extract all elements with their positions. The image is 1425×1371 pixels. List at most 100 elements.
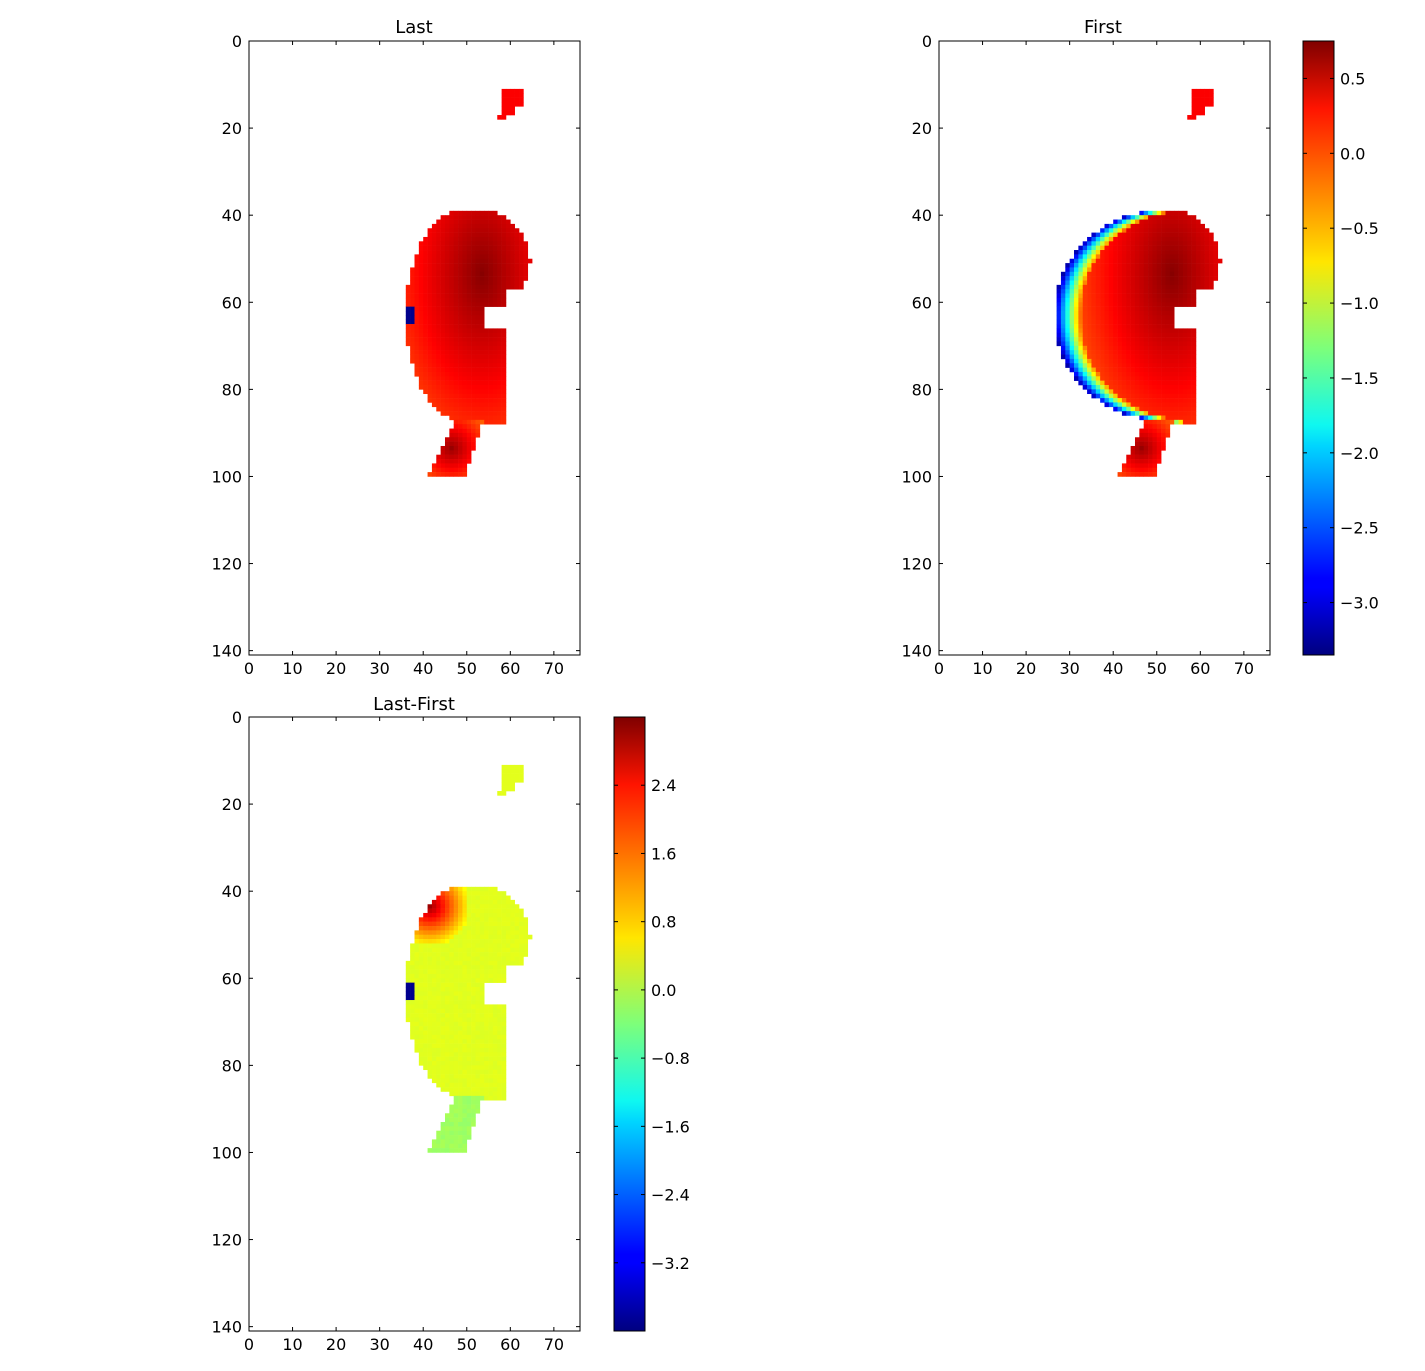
heatmap-cell	[1069, 350, 1075, 355]
heatmap-cell	[497, 341, 502, 347]
heatmap-cell	[1091, 310, 1097, 316]
heatmap-cell	[1191, 93, 1197, 98]
heatmap-cell	[427, 1021, 433, 1027]
heatmap-cell	[410, 952, 415, 957]
heatmap-cell	[1169, 250, 1175, 255]
heatmap-cell	[1165, 245, 1171, 251]
heatmap-cell	[1100, 367, 1105, 373]
heatmap-cell	[453, 358, 459, 364]
heatmap-cell	[479, 293, 485, 299]
heatmap-cell	[479, 402, 485, 408]
heatmap-cell	[1117, 223, 1123, 229]
heatmap-cell	[479, 886, 485, 892]
heatmap-cell	[497, 1008, 502, 1014]
heatmap-cell	[466, 973, 472, 979]
heatmap-cell	[1209, 254, 1214, 260]
heatmap-cell	[440, 467, 446, 473]
heatmap-cell	[431, 250, 437, 255]
heatmap-cell	[1174, 354, 1179, 360]
heatmap-cell	[1195, 106, 1201, 111]
heatmap-cell	[1143, 228, 1149, 233]
heatmap-cell	[462, 956, 468, 962]
heatmap-cell	[497, 385, 502, 390]
heatmap-cell	[505, 908, 511, 914]
heatmap-cell	[1121, 263, 1127, 268]
heatmap-cell	[484, 912, 489, 918]
heatmap-cell	[1148, 289, 1153, 294]
heatmap-cell	[1161, 254, 1166, 260]
heatmap-cell	[427, 1047, 433, 1053]
heatmap-cell	[492, 284, 498, 290]
heatmap-cell	[492, 947, 498, 953]
heatmap-cell	[492, 1039, 498, 1044]
heatmap-cell	[492, 389, 498, 395]
heatmap-cell	[462, 1091, 468, 1097]
heatmap-cell	[1113, 310, 1118, 316]
heatmap-cell	[440, 1087, 446, 1092]
heatmap-cell	[1091, 254, 1097, 260]
heatmap-cell	[466, 332, 472, 338]
heatmap-cell	[488, 245, 494, 251]
heatmap-cell	[1117, 389, 1123, 395]
heatmap-cell	[1182, 419, 1188, 425]
heatmap-cell	[1130, 406, 1136, 412]
heatmap-cell	[1134, 371, 1140, 377]
heatmap-cell	[414, 354, 420, 360]
heatmap-cell	[479, 1000, 485, 1005]
x-tick-label: 50	[1147, 659, 1167, 678]
heatmap-cell	[501, 223, 507, 229]
heatmap-cell	[505, 250, 511, 255]
heatmap-cell	[453, 1121, 459, 1127]
heatmap-cell	[436, 917, 441, 922]
heatmap-cell	[1121, 380, 1127, 386]
heatmap-cell	[1143, 350, 1149, 355]
heatmap-cell	[505, 939, 511, 944]
heatmap-cell	[1178, 328, 1184, 334]
heatmap-cell	[497, 1091, 502, 1097]
heatmap-cell	[479, 350, 485, 355]
heatmap-cell	[466, 289, 472, 294]
heatmap-cell	[1143, 406, 1149, 412]
heatmap-cell	[471, 952, 476, 957]
heatmap-cell	[1130, 454, 1136, 460]
heatmap-cell	[1156, 398, 1162, 403]
heatmap-cell	[1182, 341, 1188, 347]
heatmap-cell	[423, 271, 428, 277]
heatmap-cell	[1182, 398, 1188, 403]
heatmap-cell	[449, 899, 454, 905]
heatmap-cell	[1213, 241, 1219, 246]
heatmap-cell	[1204, 271, 1210, 277]
heatmap-cell	[1204, 258, 1210, 264]
heatmap-cell	[475, 324, 481, 329]
heatmap-cell	[484, 1095, 489, 1101]
heatmap-cell	[492, 1043, 498, 1049]
heatmap-cell	[1108, 354, 1114, 360]
heatmap-cell	[458, 1087, 463, 1092]
heatmap-cell	[1182, 337, 1188, 342]
heatmap-cell	[1161, 258, 1166, 264]
heatmap-cell	[1174, 363, 1179, 368]
heatmap-cell	[1156, 236, 1162, 242]
heatmap-cell	[458, 956, 463, 962]
heatmap-cell	[1204, 232, 1210, 238]
heatmap-cell	[1191, 254, 1197, 260]
heatmap-cell	[1174, 328, 1179, 334]
heatmap-cell	[431, 965, 437, 970]
heatmap-cell	[458, 1074, 463, 1079]
heatmap-cell	[505, 93, 511, 98]
heatmap-cell	[466, 1013, 472, 1018]
heatmap-cell	[436, 406, 441, 412]
heatmap-cell	[462, 1056, 468, 1062]
heatmap-cell	[1069, 332, 1075, 338]
heatmap-cell	[1161, 310, 1166, 316]
heatmap-cell	[431, 943, 437, 949]
heatmap-cell	[1187, 254, 1192, 260]
heatmap-cell	[479, 1043, 485, 1049]
heatmap-cell	[1108, 306, 1114, 312]
heatmap-cell	[1161, 376, 1166, 381]
heatmap-cell	[479, 908, 485, 914]
heatmap-cell	[462, 1108, 468, 1114]
heatmap-cell	[414, 284, 420, 290]
heatmap-cell	[462, 445, 468, 451]
heatmap-cell	[458, 1013, 463, 1018]
